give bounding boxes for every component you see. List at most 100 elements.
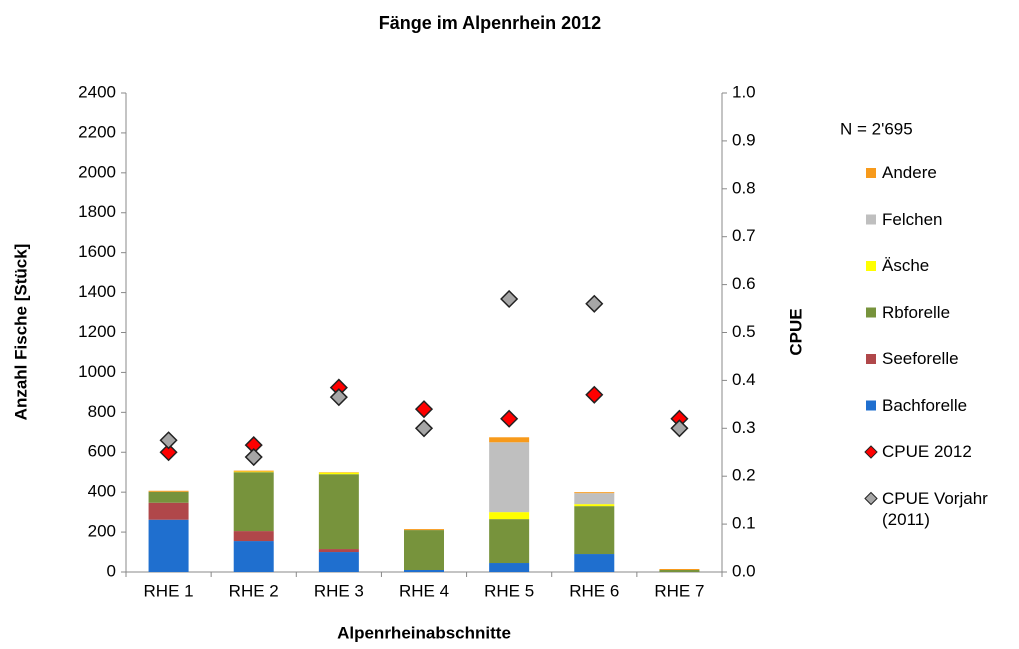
bar-segment xyxy=(404,530,444,571)
bar-segment xyxy=(489,519,530,564)
legend-marker xyxy=(864,491,878,506)
cpue-marker xyxy=(500,409,519,428)
chart-title: Fänge im Alpenrhein 2012 xyxy=(379,13,601,33)
y-tick-label: 200 xyxy=(88,522,116,541)
bar-segment xyxy=(574,493,615,505)
y2-tick-label: 0.9 xyxy=(732,130,756,149)
bar-segment xyxy=(574,504,615,507)
y2-tick-label: 0.4 xyxy=(732,370,756,389)
bar-segment xyxy=(148,502,189,520)
y-tick-label: 2000 xyxy=(78,162,116,181)
legend-marker xyxy=(864,445,878,459)
cpue-marker xyxy=(500,289,519,309)
legend-item: Rbforelle xyxy=(882,302,951,322)
x-tick-label: RHE 1 xyxy=(144,581,194,600)
cpue-marker xyxy=(585,385,604,404)
x-tick-label: RHE 2 xyxy=(229,581,279,600)
legend-swatch xyxy=(866,168,876,178)
bar-segment xyxy=(148,490,189,492)
cpue-marker xyxy=(585,294,604,313)
y-axis-title: Anzahl Fische [Stück] xyxy=(11,244,30,421)
bar-segment xyxy=(233,471,274,473)
bar-segment xyxy=(659,570,700,572)
y2-tick-label: 1.0 xyxy=(732,82,756,101)
cpue-marker xyxy=(159,443,178,462)
y2-tick-label: 0.8 xyxy=(732,178,756,197)
y2-axis-title: CPUE xyxy=(786,308,805,355)
y-tick-label: 600 xyxy=(88,442,116,461)
y2-tick-label: 0.5 xyxy=(732,322,756,341)
bar-segment xyxy=(318,552,359,572)
bar-segment xyxy=(233,531,274,542)
y-tick-label: 0 xyxy=(107,561,116,580)
legend-label: Rbforelle xyxy=(882,302,951,322)
legend-title: N = 2'695 xyxy=(840,119,913,138)
cpue-marker xyxy=(329,388,348,407)
legend-item: Andere xyxy=(882,163,937,182)
x-axis-title: Alpenrheinabschnitte xyxy=(337,623,511,642)
legend-item: Felchen xyxy=(882,209,943,229)
y2-tick-label: 0.7 xyxy=(732,226,756,245)
cpue-marker xyxy=(670,419,689,438)
bar-segment xyxy=(574,492,615,494)
y-tick-label: 1800 xyxy=(78,202,116,221)
legend-swatch xyxy=(866,354,876,364)
bar-segment xyxy=(148,491,189,503)
bar-segment xyxy=(659,569,700,571)
y-tick-label: 2400 xyxy=(78,82,116,101)
cpue-marker xyxy=(159,431,178,450)
y2-tick-label: 0.6 xyxy=(732,274,756,293)
bar-segment xyxy=(318,549,359,553)
bar-segment xyxy=(233,541,274,572)
legend-label: CPUE 2012 xyxy=(882,442,972,461)
cpue-marker xyxy=(414,419,434,438)
legend-item: CPUE Vorjahr (2011) xyxy=(882,488,988,529)
y2-tick-label: 0.3 xyxy=(732,418,756,437)
legend-swatch xyxy=(866,261,876,271)
legend-item: CPUE 2012 xyxy=(882,442,972,461)
x-tick-label: RHE 7 xyxy=(654,581,704,600)
bar-segment xyxy=(574,554,615,572)
x-tick-label: RHE 6 xyxy=(569,581,619,600)
y-tick-label: 800 xyxy=(88,402,116,421)
legend-label: Bachforelle xyxy=(882,395,968,415)
legend-swatch xyxy=(866,307,876,318)
bar-segment xyxy=(404,529,444,531)
bar-segment xyxy=(574,506,615,555)
y-tick-label: 2200 xyxy=(78,122,116,141)
legend-item: Bachforelle xyxy=(882,395,968,415)
y-tick-label: 1600 xyxy=(78,242,116,261)
bar-segment xyxy=(233,470,274,472)
bar-segment xyxy=(148,519,189,572)
legend-label: Andere xyxy=(882,163,937,182)
y-tick-label: 1200 xyxy=(78,322,116,341)
legend-item: Seeforelle xyxy=(882,349,959,368)
y2-tick-label: 0.0 xyxy=(732,561,756,580)
x-tick-label: RHE 3 xyxy=(314,581,364,600)
cpue-marker xyxy=(414,400,434,419)
bar-segment xyxy=(318,474,359,550)
bar-segment xyxy=(489,512,530,520)
bar-segment xyxy=(489,437,530,443)
bar-segment xyxy=(233,472,274,532)
bar-segment xyxy=(489,563,530,572)
bar-segment xyxy=(489,442,530,513)
bar-segment xyxy=(318,472,359,475)
legend-label: Felchen xyxy=(882,209,943,229)
y2-tick-label: 0.2 xyxy=(732,466,756,485)
cpue-marker xyxy=(244,447,263,467)
bar-segment xyxy=(404,570,444,572)
x-tick-label: RHE 5 xyxy=(484,581,534,600)
legend-label: CPUE Vorjahr (2011) xyxy=(882,488,988,529)
legend-swatch xyxy=(866,400,876,411)
y-tick-label: 400 xyxy=(88,482,116,501)
legend-item: Äsche xyxy=(882,256,930,275)
x-tick-label: RHE 4 xyxy=(399,581,449,600)
legend-label: Seeforelle xyxy=(882,349,959,368)
y-tick-label: 1400 xyxy=(78,282,116,301)
y2-tick-label: 0.1 xyxy=(732,514,756,533)
y-tick-label: 1000 xyxy=(78,362,116,381)
legend-label: Äsche xyxy=(882,256,930,275)
legend-swatch xyxy=(866,214,876,225)
